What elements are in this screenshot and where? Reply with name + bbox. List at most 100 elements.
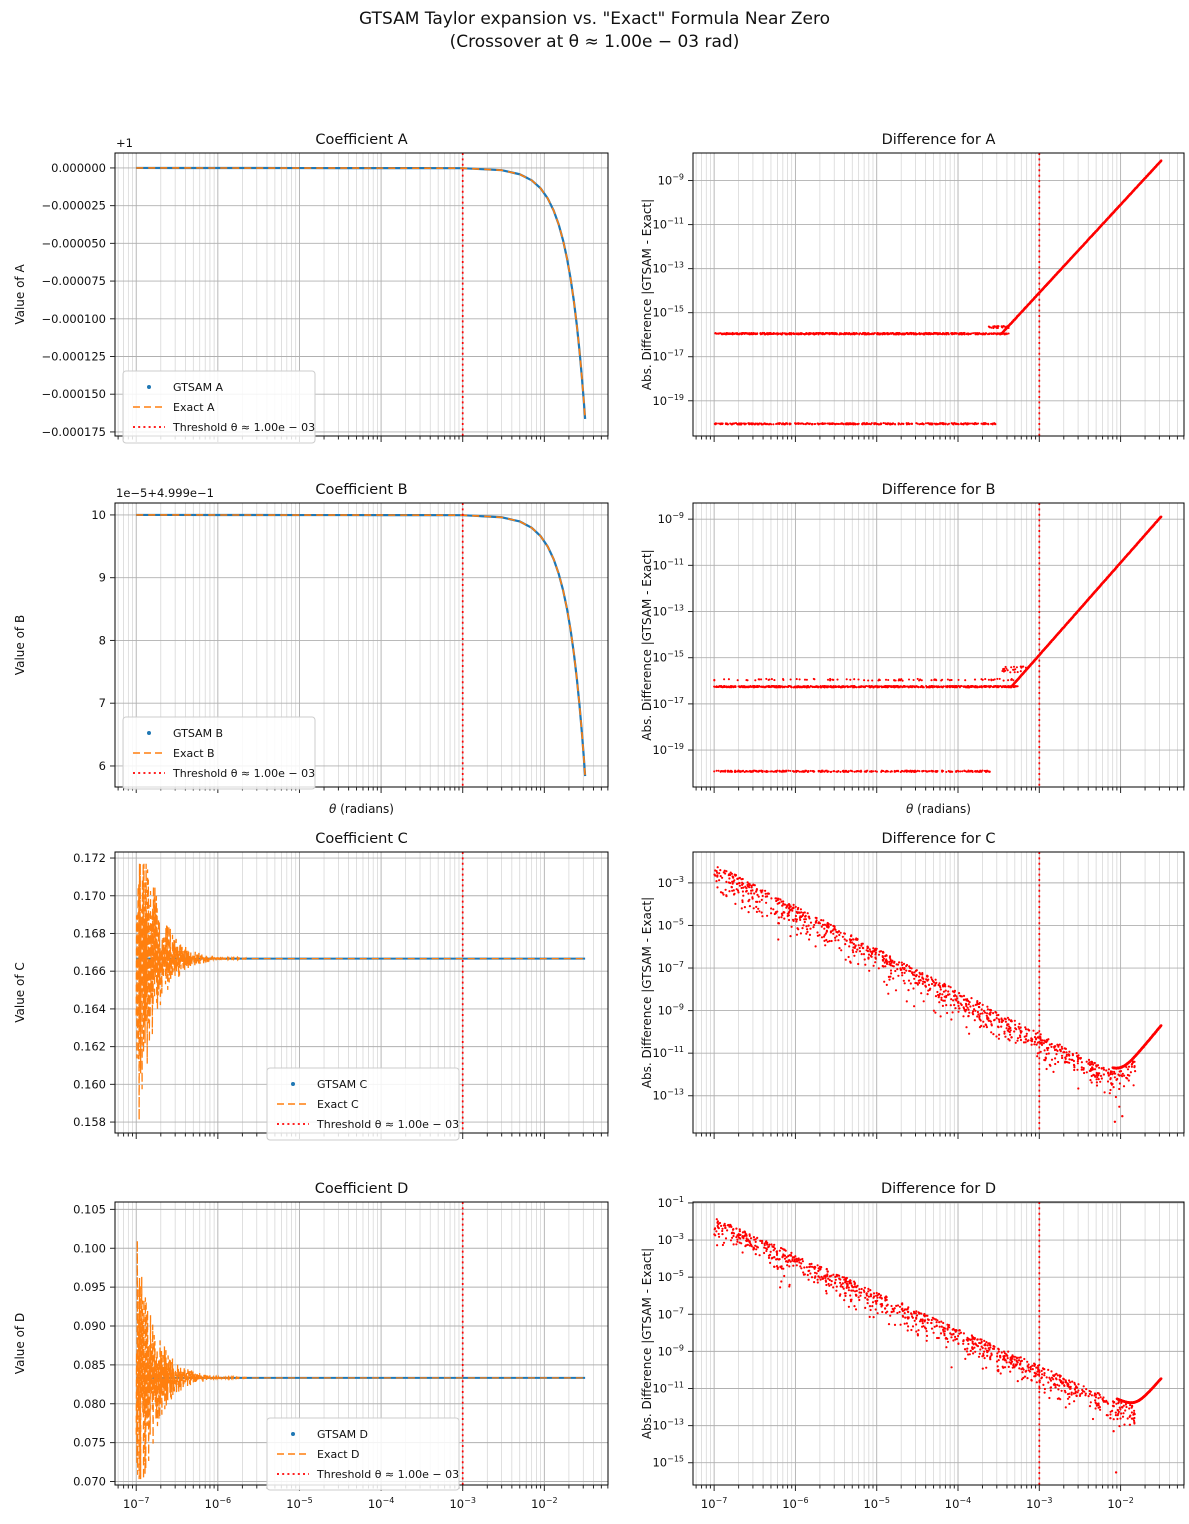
diff_A-scatter-1	[987, 325, 1010, 330]
coef_A-legend: GTSAM A Exact A Threshold θ ≈ 1.00e − 03	[122, 370, 316, 444]
diff_C-data	[713, 866, 1163, 1124]
diff_D-scatter-0	[713, 1218, 1136, 1428]
coef_D-legend: GTSAM D Exact D Threshold θ ≈ 1.00e − 03	[266, 1417, 460, 1491]
coef_C-ytick-label: 0.158	[73, 1115, 106, 1129]
diff_C-scatter-0	[713, 866, 1137, 1108]
coef_B-ytick-label: 9	[99, 571, 106, 585]
coef_C-ytick-label: 0.162	[73, 1040, 106, 1054]
coef_C-title: Coefficient C	[315, 831, 407, 847]
coef_D-ytick-label: 0.085	[73, 1358, 106, 1372]
coef_D-data	[135, 1240, 586, 1480]
coef_D-xtick-label: 10−2	[531, 1496, 557, 1511]
diff_D-ytick-label: 10−5	[658, 1269, 684, 1284]
diff_D-spines	[692, 1201, 1185, 1486]
subplot-diff_B: 10−9 10−11 10−13 10−15 10−17 10−19 θ (radians)…	[640, 482, 1185, 816]
coef_C-ytick-label: 0.164	[73, 1002, 106, 1016]
coef_A-ytick-label: −0.000175	[41, 425, 106, 439]
diff_D-ytick-label: 10−11	[652, 1381, 684, 1396]
coef_D-ytick-label: 0.100	[73, 1241, 106, 1255]
diff_A-scatter-2	[713, 422, 997, 426]
coef_D-ytick-label: 0.080	[73, 1397, 106, 1411]
x-axis-label: θ (radians)	[906, 802, 971, 816]
coef_D-xtick-label: 10−7	[123, 1496, 149, 1511]
diff_C-ytick-label: 10−13	[652, 1088, 684, 1103]
coef_C-ytick-label: 0.168	[73, 926, 106, 940]
diff_A-ytick-label: 10−11	[652, 217, 684, 232]
subplot-diff_A: 10−9 10−11 10−13 10−15 10−17 10−19 Difference …	[640, 132, 1185, 442]
coef_C-ylabel: Value of C	[13, 962, 27, 1023]
coef_A-ytick-label: −0.000050	[41, 236, 106, 250]
diff_B-data	[713, 515, 1163, 774]
diff_B-grid	[693, 503, 1185, 787]
diff_D-ytick-label: 10−9	[658, 1343, 684, 1358]
coef_C-ytick-label: 0.170	[73, 889, 106, 903]
diff_B-ytick-label: 10−15	[652, 650, 684, 665]
subplot-diff_C: 10−3 10−5 10−7 10−9 10−11 10−13 Difference for…	[640, 831, 1185, 1139]
coef_A-series-exact-a	[136, 167, 586, 420]
coef_A-ytick-label: −0.000075	[41, 274, 106, 288]
diff_B-ytick-label: 10−11	[652, 557, 684, 572]
coef_A-spines	[114, 152, 609, 437]
diff_B-title: Difference for B	[882, 482, 996, 498]
diff_A-spines	[692, 152, 1185, 437]
diff_C-ytick-label: 10−9	[658, 1003, 684, 1018]
subplot-coef_A: 0.000000 −0.000025 −0.000050 −0.000075 −0.00…	[13, 132, 609, 444]
coef_A-offset-text: +1	[116, 136, 133, 150]
coef_D-series-exact-d	[135, 1240, 586, 1480]
coef_D-xtick-label: 10−5	[286, 1496, 312, 1511]
diff_A-data	[713, 159, 1163, 426]
diff_A-ytick-label: 10−9	[658, 173, 684, 188]
diff_B-ticks	[688, 518, 1185, 793]
diff_A-ticks	[688, 180, 1185, 442]
diff_C-spines	[692, 851, 1185, 1134]
diff_A-scatter-0	[714, 331, 1010, 336]
subplot-coef_D: 0.105 0.100 0.095 0.090 0.085 0.080 0.075 0.070…	[13, 1181, 609, 1511]
coef_D-xtick-label: 10−4	[368, 1496, 394, 1511]
coef_C-series-exact-c	[135, 863, 586, 1121]
diff_D-xtick-label: 10−7	[701, 1496, 727, 1511]
coef_A-legend-label-2: Threshold θ ≈ 1.00e − 03	[172, 421, 315, 434]
coef_A-ytick-label: −0.000125	[41, 350, 106, 364]
coef_B-legend-label-0: GTSAM B	[173, 727, 223, 740]
subplot-coef_C: 0.172 0.170 0.168 0.166 0.164 0.162 0.160 0.158…	[13, 831, 609, 1141]
diff_A-ytick-label: 10−13	[652, 261, 684, 276]
coef_D-ytick-label: 0.095	[73, 1280, 106, 1294]
diff_C-ytick-label: 10−3	[658, 875, 684, 890]
coef_B-ylabel: Value of B	[13, 615, 27, 675]
diff_C-ytick-label: 10−11	[652, 1045, 684, 1060]
coef_A-ytick-label: 0.000000	[51, 161, 106, 175]
coef_A-ytick-label: −0.000025	[41, 199, 106, 213]
coef_A-legend-label-0: GTSAM A	[173, 381, 224, 394]
diff_B-ytick-label: 10−13	[652, 604, 684, 619]
coef_B-spines	[114, 502, 609, 788]
coef_B-title: Coefficient B	[315, 482, 407, 498]
diff_C-scatter-1	[1111, 1024, 1163, 1070]
coef_B-legend-label-1: Exact B	[173, 747, 215, 760]
subplot-diff_D: 10−1 10−3 10−5 10−7 10−9 10−11 10−13 10−15 10−7 1…	[640, 1181, 1185, 1511]
subplot-coef_B: 10 9 8 7 6 θ (radians) Coefficient B Value of B…	[13, 482, 609, 816]
diff_B-scatter-4	[1010, 515, 1163, 688]
diff_D-grid	[693, 1202, 1185, 1485]
coef_A-ytick-label: −0.000150	[41, 387, 106, 401]
coef_B-ytick-label: 8	[99, 633, 106, 647]
diff_D-ticks	[688, 1202, 1185, 1491]
diff_A-ytick-label: 10−15	[652, 305, 684, 320]
diff_A-ytick-label: 10−19	[652, 393, 684, 408]
diff_C-ticks	[688, 882, 1185, 1139]
coef_C-ytick-label: 0.160	[73, 1077, 106, 1091]
coef_B-offset-text: 1e−5+4.999e−1	[116, 486, 214, 500]
coef_A-title: Coefficient A	[315, 132, 407, 148]
diff_D-title: Difference for D	[881, 1181, 996, 1197]
diff_B-scatter-0	[713, 684, 1019, 689]
coef_D-legend-label-0: GTSAM D	[317, 1428, 368, 1441]
figure-title-line1: GTSAM Taylor expansion vs. "Exact" Formu…	[359, 9, 830, 29]
diff_D-scatter-2	[1109, 1417, 1132, 1474]
coef_C-ytick-label: 0.172	[73, 851, 106, 865]
diff_D-scatter-1	[1115, 1377, 1163, 1405]
coef_D-ytick-label: 0.070	[73, 1475, 106, 1489]
coef_D-ytick-label: 0.090	[73, 1319, 106, 1333]
diff_C-title: Difference for C	[881, 831, 995, 847]
coef_A-legend-label-1: Exact A	[173, 401, 215, 414]
